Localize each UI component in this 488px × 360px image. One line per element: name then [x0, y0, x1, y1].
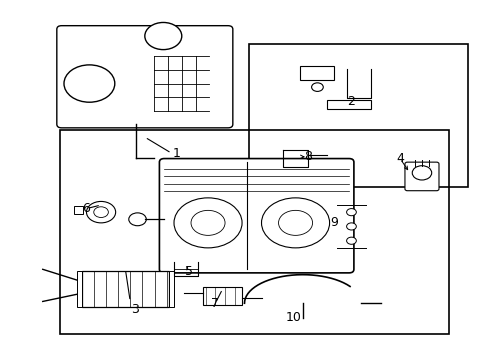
- Bar: [203, 287, 242, 305]
- Bar: [81, 271, 169, 307]
- Text: 10: 10: [285, 311, 301, 324]
- Text: 7: 7: [211, 297, 219, 310]
- Bar: [249, 44, 467, 187]
- Circle shape: [191, 210, 224, 235]
- Circle shape: [174, 198, 242, 248]
- Bar: [326, 100, 370, 109]
- Circle shape: [144, 22, 182, 50]
- Text: 6: 6: [82, 202, 90, 215]
- Circle shape: [346, 208, 356, 216]
- Circle shape: [86, 202, 116, 223]
- Bar: [77, 271, 81, 307]
- Text: 2: 2: [347, 95, 355, 108]
- FancyBboxPatch shape: [57, 26, 232, 128]
- Text: 3: 3: [131, 303, 139, 316]
- Circle shape: [261, 198, 329, 248]
- Circle shape: [128, 213, 146, 226]
- Text: 5: 5: [184, 265, 192, 278]
- FancyBboxPatch shape: [159, 158, 353, 273]
- Text: 4: 4: [395, 152, 403, 165]
- Bar: [60, 130, 448, 334]
- Circle shape: [64, 65, 115, 102]
- Circle shape: [311, 83, 323, 91]
- Circle shape: [411, 166, 431, 180]
- Circle shape: [346, 223, 356, 230]
- FancyBboxPatch shape: [404, 162, 438, 191]
- Text: 8: 8: [303, 150, 311, 163]
- Circle shape: [278, 210, 312, 235]
- Bar: [169, 271, 174, 307]
- Circle shape: [346, 237, 356, 244]
- Text: 9: 9: [330, 216, 338, 229]
- Circle shape: [94, 207, 108, 217]
- Bar: [300, 66, 334, 80]
- Bar: [74, 206, 83, 214]
- Text: 1: 1: [172, 147, 180, 160]
